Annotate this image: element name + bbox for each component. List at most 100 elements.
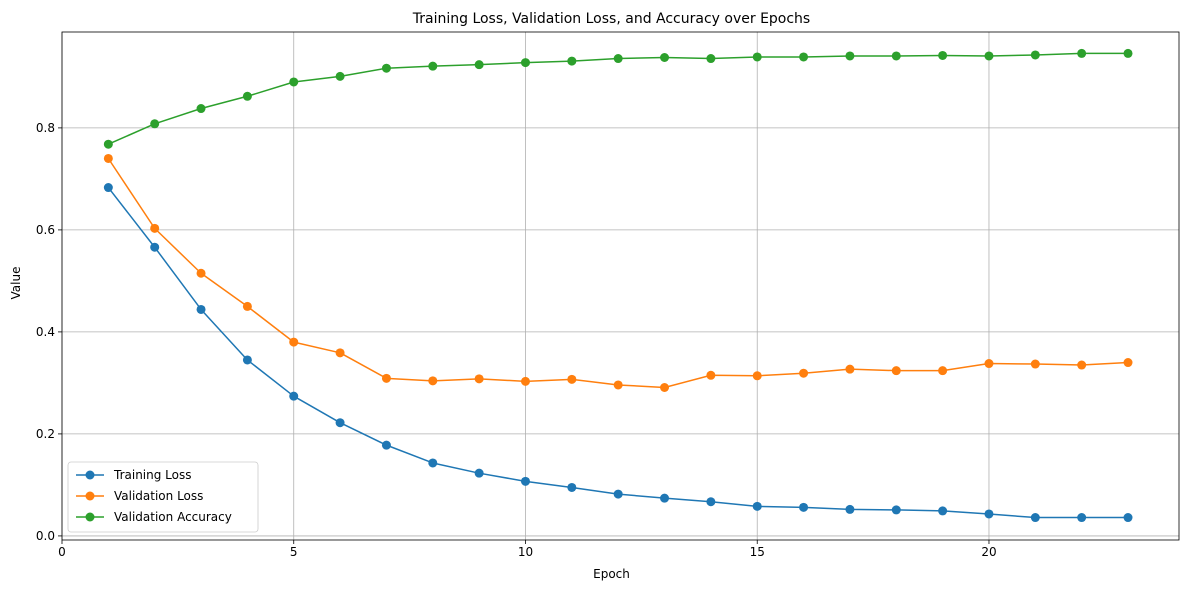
data-point (335, 71, 345, 81)
x-tick-label: 0 (58, 545, 66, 559)
legend-item: Validation Loss (76, 489, 203, 503)
data-point (520, 58, 530, 68)
data-point (289, 77, 299, 87)
data-point (752, 501, 762, 511)
data-point (196, 304, 206, 314)
data-point (891, 366, 901, 376)
x-tick-label: 5 (290, 545, 298, 559)
data-point (196, 268, 206, 278)
legend-box (67, 461, 259, 533)
x-tick-label: 10 (518, 545, 533, 559)
legend-item: Training Loss (76, 468, 191, 482)
data-point (613, 489, 623, 499)
data-point (938, 366, 948, 376)
chart-title: Training Loss, Validation Loss, and Accu… (412, 11, 810, 27)
x-tick-label: 15 (750, 545, 765, 559)
x-tick-label: 20 (981, 545, 996, 559)
data-point (1077, 48, 1087, 58)
y-tick-label: 0.2 (36, 427, 55, 441)
data-point (150, 223, 160, 233)
data-point (474, 60, 484, 70)
data-point (706, 497, 716, 507)
data-point (660, 53, 670, 63)
x-axis: 0 5 10 15 20 (58, 540, 997, 559)
data-point (103, 153, 113, 163)
data-point (381, 373, 391, 383)
data-point (1077, 513, 1087, 523)
data-point (752, 371, 762, 381)
data-point (845, 51, 855, 61)
data-point (103, 139, 113, 149)
data-point (1123, 358, 1133, 368)
data-point (381, 440, 391, 450)
series-layer (103, 48, 1133, 523)
legend-marker (85, 470, 95, 480)
legend-label: Training Loss (113, 468, 191, 482)
data-point (660, 382, 670, 392)
legend: Training Loss Validation Loss Validation A… (67, 461, 259, 533)
data-point (150, 242, 160, 252)
x-axis-label: Epoch (593, 567, 630, 581)
y-tick-label: 0.0 (36, 529, 55, 543)
data-point (1030, 513, 1040, 523)
data-point (984, 359, 994, 369)
y-tick-label: 0.8 (36, 121, 55, 135)
data-point (428, 376, 438, 386)
legend-marker (85, 491, 95, 501)
plot-frame (61, 31, 1180, 541)
data-point (1123, 48, 1133, 58)
data-point (474, 468, 484, 478)
data-point (799, 502, 809, 512)
data-point (984, 51, 994, 61)
data-point (752, 52, 762, 62)
legend-marker (85, 512, 95, 522)
data-point (520, 476, 530, 486)
data-point (613, 54, 623, 64)
data-point (1030, 50, 1040, 60)
data-point (103, 183, 113, 193)
series-validation-loss (103, 153, 1133, 392)
data-point (845, 364, 855, 374)
y-tick-label: 0.4 (36, 325, 55, 339)
data-point (1123, 513, 1133, 523)
data-point (242, 301, 252, 311)
data-point (891, 51, 901, 61)
data-point (613, 380, 623, 390)
data-point (428, 458, 438, 468)
data-point (799, 52, 809, 62)
data-point (984, 509, 994, 519)
legend-label: Validation Accuracy (114, 510, 232, 524)
y-tick-label: 0.6 (36, 223, 55, 237)
data-point (567, 482, 577, 492)
data-point (381, 63, 391, 73)
data-point (567, 56, 577, 66)
data-point (891, 505, 901, 515)
data-point (938, 506, 948, 516)
data-point (289, 337, 299, 347)
series-training-loss (103, 183, 1133, 523)
data-point (799, 368, 809, 378)
data-point (150, 119, 160, 129)
data-point (1077, 360, 1087, 370)
data-point (242, 91, 252, 101)
data-point (706, 370, 716, 380)
series-validation-accuracy (103, 48, 1133, 149)
data-point (660, 493, 670, 503)
y-axis: 0.0 0.2 0.4 0.6 0.8 (36, 121, 62, 543)
legend-item: Validation Accuracy (76, 510, 232, 524)
grid-lines (61, 32, 1179, 540)
data-point (335, 348, 345, 358)
data-point (706, 54, 716, 64)
data-point (520, 376, 530, 386)
y-axis-label: Value (9, 267, 23, 300)
data-point (289, 391, 299, 401)
data-point (335, 418, 345, 428)
data-point (845, 504, 855, 514)
data-point (567, 374, 577, 384)
legend-label: Validation Loss (114, 489, 203, 503)
data-point (196, 104, 206, 114)
data-point (938, 50, 948, 60)
data-point (242, 355, 252, 365)
data-point (474, 374, 484, 384)
